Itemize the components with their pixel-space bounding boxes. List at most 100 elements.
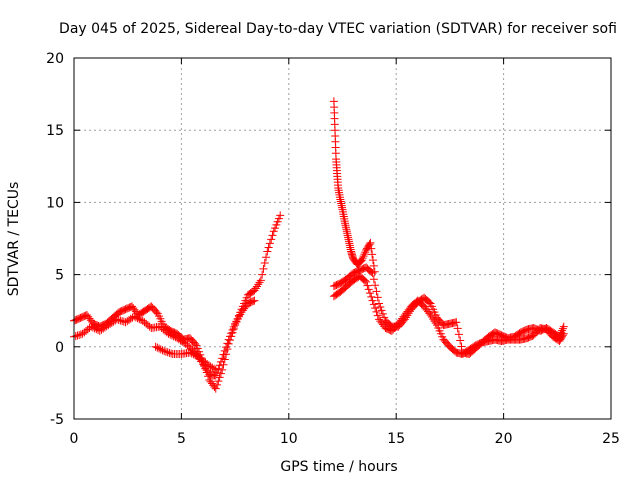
data-point: [427, 313, 436, 322]
data-point: [457, 342, 466, 351]
data-point: [191, 351, 200, 360]
data-point: [225, 332, 234, 341]
x-tick-label: 0: [70, 431, 79, 447]
data-point: [265, 239, 274, 248]
data-point: [369, 261, 378, 270]
data-point: [215, 361, 224, 370]
x-tick-label: 10: [280, 431, 298, 447]
data-point: [425, 298, 434, 307]
plot-frame: [73, 57, 612, 420]
data-point: [76, 330, 85, 339]
data-point: [88, 323, 97, 332]
data-point: [369, 275, 378, 284]
data-point: [116, 316, 125, 325]
data-point: [365, 240, 374, 249]
data-point: [214, 377, 223, 386]
data-point: [130, 312, 139, 321]
data-point: [268, 231, 277, 240]
data-point: [165, 348, 174, 357]
data-point: [251, 284, 260, 293]
chart-title: Day 045 of 2025, Sidereal Day-to-day VTE…: [59, 21, 617, 37]
data-point: [271, 224, 280, 233]
data-point: [373, 293, 382, 302]
data-point: [223, 339, 232, 348]
data-point: [456, 336, 465, 345]
data-point: [273, 217, 282, 226]
data-point: [259, 264, 268, 273]
y-tick-label: 15: [46, 123, 64, 139]
data-point: [267, 235, 276, 244]
data-point: [112, 315, 121, 324]
data-point: [164, 329, 173, 338]
data-point: [167, 349, 176, 358]
data-point: [119, 317, 128, 326]
data-point: [357, 256, 366, 265]
data-point: [366, 238, 375, 247]
data-point: [191, 339, 200, 348]
data-point: [364, 285, 373, 294]
data-point: [367, 292, 376, 301]
data-point: [254, 280, 263, 289]
data-point: [152, 308, 161, 317]
data-point: [258, 270, 267, 279]
data-point: [250, 296, 259, 305]
data-point: [368, 296, 377, 305]
data-point: [73, 331, 82, 340]
data-point: [211, 384, 220, 393]
data-point: [369, 300, 378, 309]
data-point: [375, 299, 384, 308]
x-tick-label: 20: [495, 431, 513, 447]
axis-ticks: 0 5 10 15 20 25 -5 0 5 10 15 20: [46, 51, 620, 447]
data-point: [377, 306, 386, 315]
data-point: [369, 256, 378, 265]
data-point: [558, 331, 567, 340]
data-point: [256, 276, 265, 285]
data-point: [92, 325, 101, 334]
data-point: [358, 254, 367, 263]
data-point: [429, 315, 438, 324]
data-point: [167, 331, 176, 340]
data-point: [368, 250, 377, 259]
x-tick-label: 15: [387, 431, 405, 447]
data-point: [276, 211, 285, 220]
data-point: [187, 349, 196, 358]
data-point: [131, 313, 140, 322]
data-point: [213, 380, 222, 389]
data-point: [263, 247, 272, 256]
data-point: [376, 302, 385, 311]
data-point: [158, 346, 167, 355]
data-point: [185, 348, 194, 357]
data-point: [361, 248, 370, 257]
data-point: [163, 348, 172, 357]
data-point: [367, 268, 376, 277]
data-point: [255, 278, 264, 287]
data-point: [430, 317, 439, 326]
data-point: [155, 344, 164, 353]
data-point: [452, 318, 461, 327]
data-point: [216, 357, 225, 366]
data-point: [153, 343, 162, 352]
data-point: [359, 252, 368, 261]
data-point: [166, 330, 175, 339]
data-point: [229, 322, 238, 331]
data-point: [215, 373, 224, 382]
data-point: [135, 315, 144, 324]
data-point: [228, 326, 237, 335]
data-point: [156, 345, 165, 354]
y-tick-label: 5: [55, 268, 64, 284]
data-point: [161, 347, 170, 356]
data-point: [169, 332, 178, 341]
data-point: [426, 311, 435, 320]
data-point: [380, 313, 389, 322]
data-point: [453, 324, 462, 333]
data-point: [360, 250, 369, 259]
data-points: [70, 97, 568, 393]
data-point: [272, 220, 281, 229]
data-point: [210, 364, 219, 373]
data-point: [454, 330, 463, 339]
data-point: [363, 281, 372, 290]
data-point: [87, 322, 96, 331]
data-point: [249, 297, 258, 306]
data-point: [559, 322, 568, 331]
data-point: [250, 286, 259, 295]
